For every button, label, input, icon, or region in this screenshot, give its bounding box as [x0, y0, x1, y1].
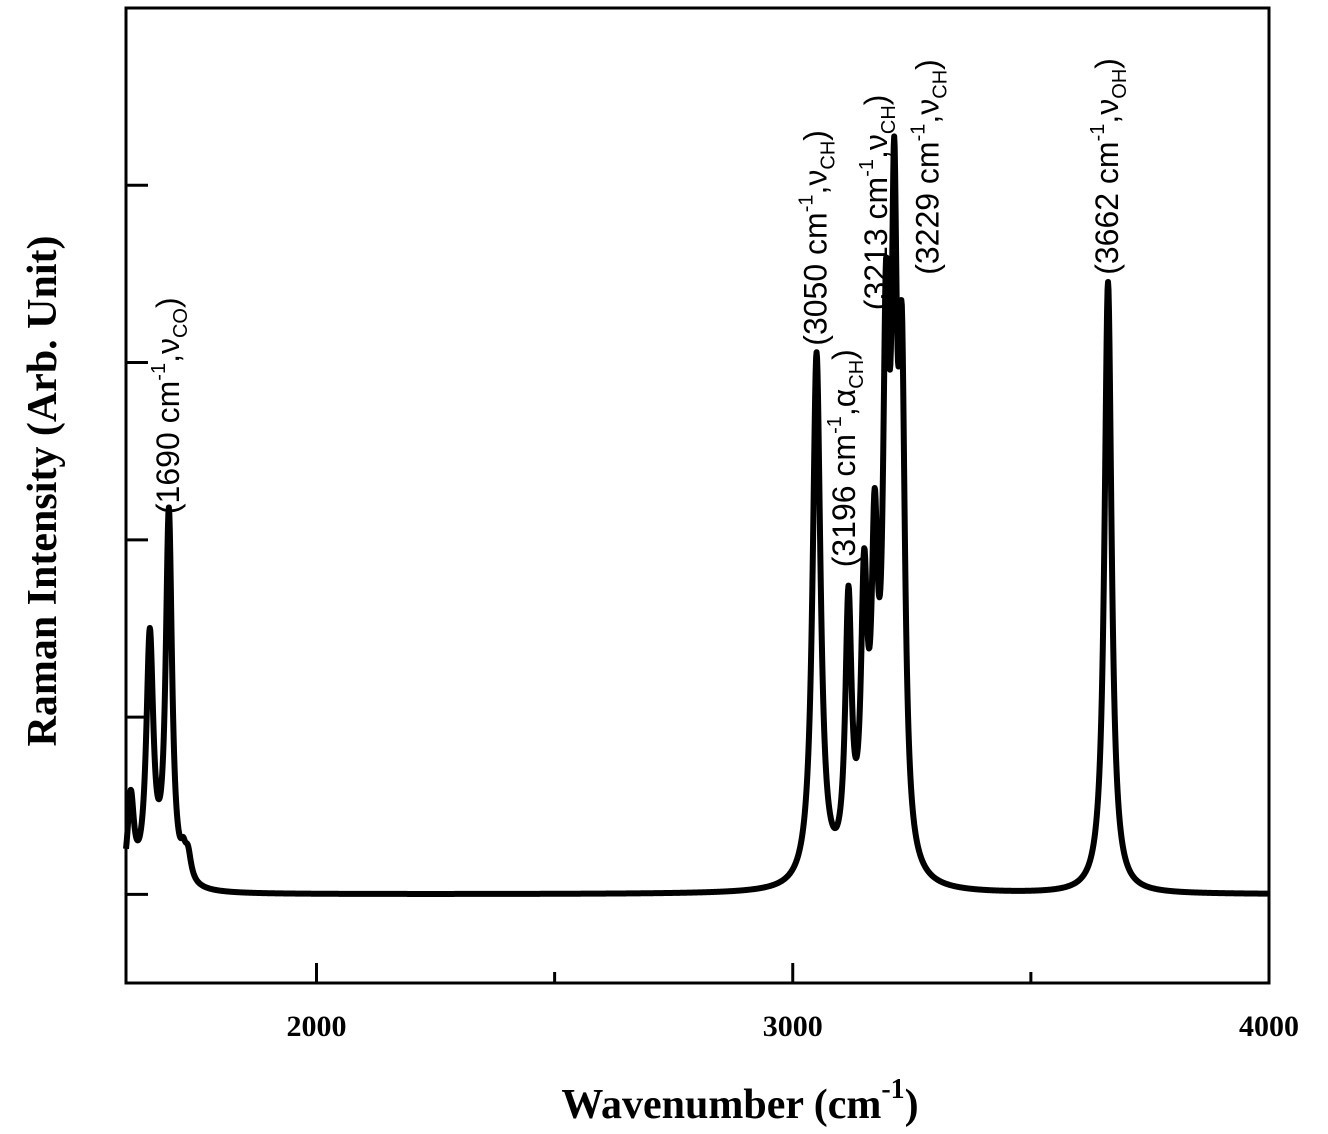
peak-label-mode: ,α	[826, 389, 862, 416]
peak-label-mode: ,ν	[1089, 99, 1125, 124]
peak-label-end: )	[858, 95, 894, 106]
peak-label-sup: -1	[148, 363, 170, 381]
peak-label-mode: ,ν	[858, 134, 894, 159]
peak-label-sub: CH	[878, 105, 900, 134]
peak-label-mode: ,ν	[150, 338, 186, 363]
peak-label-sub: CO	[170, 308, 192, 338]
peak-label-main: (3196 cm	[826, 434, 862, 567]
peak-label-sup: -1	[824, 416, 846, 434]
x-axis-title-text: Wavenumber (cm	[561, 1082, 881, 1128]
peak-label-sup: -1	[1087, 124, 1109, 142]
x-tick-label-2000: 2000	[287, 1010, 347, 1043]
peak-label-2: (3196 cm-1,αCH)	[824, 349, 868, 567]
peak-label-0: (1690 cm-1,νCO)	[148, 297, 192, 514]
x-axis-ticks	[315, 963, 1271, 983]
peak-label-4: (3229 cm-1,νCH)	[908, 59, 952, 275]
peak-label-sub: CH	[846, 360, 868, 389]
peak-label-mode: ,ν	[910, 99, 946, 124]
peak-annotations: (1690 cm-1,νCO) (3050 cm-1,νCH)(3196 cm-1…	[148, 58, 1131, 567]
x-axis-title-close: )	[905, 1082, 919, 1128]
peak-label-sub: OH	[1109, 69, 1131, 99]
peak-label-mode: ,ν	[798, 170, 834, 195]
peak-label-main: (3229 cm	[910, 141, 946, 274]
peak-label-main: (3662 cm	[1089, 141, 1125, 274]
spectrum-line	[123, 133, 1272, 897]
peak-label-sup: -1	[856, 159, 878, 177]
x-tick-labels: 2000 3000 4000	[287, 1010, 1300, 1043]
peak-label-end: )	[150, 297, 186, 308]
plot-frame	[124, 6, 1271, 985]
y-axis-title: Raman Intensity (Arb. Unit)	[20, 235, 66, 746]
peak-label-1: (3050 cm-1,νCH)	[796, 130, 840, 346]
x-axis-title: Wavenumber (cm-1)	[561, 1074, 918, 1128]
peak-label-end: )	[910, 59, 946, 70]
peak-label-end: )	[826, 349, 862, 360]
x-tick-label-4000: 4000	[1239, 1010, 1299, 1043]
peak-label-end: )	[798, 130, 834, 141]
peak-label-main: (1690 cm	[150, 381, 186, 514]
peak-label-sub: CH	[818, 141, 840, 170]
peak-label-5: (3662 cm-1,νOH)	[1087, 58, 1131, 275]
peak-label-end: )	[1089, 58, 1125, 69]
peak-label-3: (3213 cm-1,νCH)	[856, 95, 900, 311]
x-tick-label-3000: 3000	[763, 1010, 823, 1043]
peak-label-sup: -1	[796, 195, 818, 213]
peak-label-main: (3050 cm	[798, 212, 834, 345]
peak-label-sup: -1	[908, 124, 930, 142]
peak-label-sub: CH	[930, 70, 952, 99]
peak-label-main: (3213 cm	[858, 177, 894, 310]
x-axis-title-sup: -1	[881, 1074, 904, 1105]
